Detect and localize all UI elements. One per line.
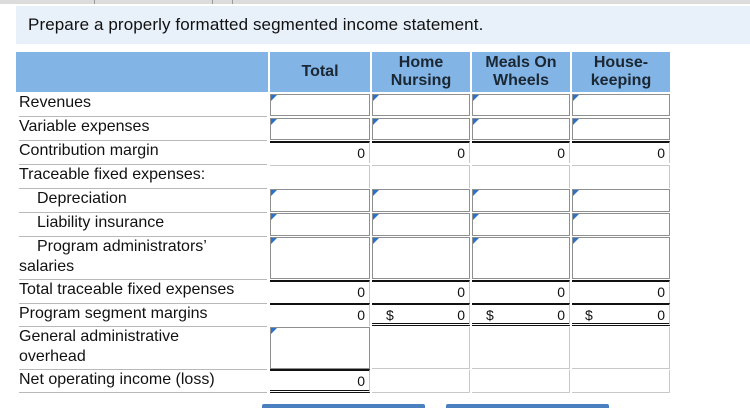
- row-divider: [19, 140, 267, 141]
- program-admin-salaries-total-input[interactable]: [270, 237, 370, 279]
- row-divider: [19, 212, 267, 213]
- total-traceable-meals-on-wheels-value: 0: [472, 280, 570, 303]
- row-divider: [19, 116, 267, 117]
- empty-cell: [572, 370, 670, 393]
- column-header-home-nursing: Home Nursing: [372, 52, 470, 92]
- depreciation-meals-on-wheels-input[interactable]: [472, 189, 570, 212]
- header-bar: [16, 52, 268, 92]
- depreciation-total-input[interactable]: [270, 189, 370, 212]
- revenues-total-input[interactable]: [270, 94, 370, 116]
- program-admin-salaries-meals-on-wheels-input[interactable]: [472, 237, 570, 279]
- row-divider: [19, 326, 267, 327]
- segment-margin-housekeeping-value: 0: [572, 303, 670, 326]
- total-traceable-housekeeping-value: 0: [572, 280, 670, 303]
- row-label-general-admin-line1: General administrative: [19, 328, 180, 345]
- row-label-program-admin-line1: Program administrators’: [37, 238, 207, 255]
- empty-cell: [270, 165, 370, 188]
- row-divider: [19, 164, 267, 165]
- column-header-meals-on-wheels: Meals On Wheels: [472, 52, 570, 92]
- column-header-total: Total: [270, 52, 370, 92]
- depreciation-home-nursing-input[interactable]: [372, 189, 470, 212]
- contribution-margin-housekeeping-value: 0: [572, 141, 670, 163]
- row-label-net-operating-income: Net operating income (loss): [19, 371, 215, 388]
- variable-expenses-meals-on-wheels-input[interactable]: [472, 118, 570, 140]
- next-button[interactable]: [446, 404, 609, 408]
- liability-insurance-total-input[interactable]: [270, 213, 370, 236]
- row-label-depreciation: Depreciation: [37, 190, 127, 207]
- revenues-housekeeping-input[interactable]: [572, 94, 670, 116]
- row-label-general-admin-line2: overhead: [19, 348, 86, 365]
- contribution-margin-home-nursing-value: 0: [372, 141, 470, 163]
- segment-margin-home-nursing-dollar: $: [386, 307, 394, 323]
- column-header-housekeeping: House-keeping: [572, 52, 670, 92]
- depreciation-housekeeping-input[interactable]: [572, 189, 670, 212]
- liability-insurance-meals-on-wheels-input[interactable]: [472, 213, 570, 236]
- empty-cell: [472, 370, 570, 393]
- tab-marker: [212, 0, 213, 4]
- row-divider: [19, 279, 267, 280]
- empty-cell: [572, 165, 670, 188]
- total-traceable-home-nursing-value: 0: [372, 280, 470, 303]
- row-label-variable-expenses: Variable expenses: [19, 118, 150, 135]
- empty-cell: [372, 370, 470, 393]
- row-label-total-traceable: Total traceable fixed expenses: [19, 281, 235, 298]
- total-traceable-total-value: 0: [270, 280, 370, 303]
- contribution-margin-total-value: 0: [270, 141, 370, 163]
- contribution-margin-meals-on-wheels-value: 0: [472, 141, 570, 163]
- empty-cell: [472, 327, 570, 369]
- previous-button[interactable]: [262, 404, 425, 408]
- row-label-liability-insurance: Liability insurance: [37, 214, 165, 231]
- row-label-program-admin-line2: salaries: [19, 258, 75, 275]
- segment-margin-total-value: 0: [270, 303, 370, 326]
- instruction-text: Prepare a properly formatted segmented i…: [16, 6, 750, 44]
- empty-cell: [372, 165, 470, 188]
- revenues-meals-on-wheels-input[interactable]: [472, 94, 570, 116]
- revenues-home-nursing-input[interactable]: [372, 94, 470, 116]
- row-divider: [19, 392, 267, 393]
- segment-margin-meals-on-wheels-value: 0: [472, 303, 570, 326]
- segment-margin-home-nursing-value: 0: [372, 303, 470, 326]
- variable-expenses-home-nursing-input[interactable]: [372, 118, 470, 140]
- empty-cell: [472, 165, 570, 188]
- segment-margin-meals-on-wheels-dollar: $: [486, 307, 494, 323]
- row-label-contribution-margin: Contribution margin: [19, 142, 159, 159]
- segment-margin-housekeeping-dollar: $: [585, 307, 593, 323]
- row-divider: [19, 303, 267, 304]
- row-label-program-segment-margins: Program segment margins: [19, 305, 208, 322]
- row-label-revenues: Revenues: [19, 94, 92, 111]
- net-operating-income-total-value: 0: [270, 369, 370, 393]
- variable-expenses-total-input[interactable]: [270, 118, 370, 140]
- empty-cell: [572, 327, 670, 369]
- empty-cell: [372, 327, 470, 369]
- program-admin-salaries-home-nursing-input[interactable]: [372, 237, 470, 279]
- row-divider: [19, 188, 267, 189]
- program-admin-salaries-housekeeping-input[interactable]: [572, 237, 670, 279]
- row-divider: [19, 236, 267, 237]
- top-divider: [0, 0, 750, 4]
- tab-marker: [94, 0, 95, 4]
- row-divider: [19, 369, 267, 370]
- variable-expenses-housekeeping-input[interactable]: [572, 118, 670, 140]
- row-label-traceable-fixed: Traceable fixed expenses:: [19, 166, 206, 183]
- tab-marker: [232, 0, 233, 4]
- liability-insurance-home-nursing-input[interactable]: [372, 213, 470, 236]
- liability-insurance-housekeeping-input[interactable]: [572, 213, 670, 236]
- general-admin-overhead-total-input[interactable]: [270, 327, 370, 369]
